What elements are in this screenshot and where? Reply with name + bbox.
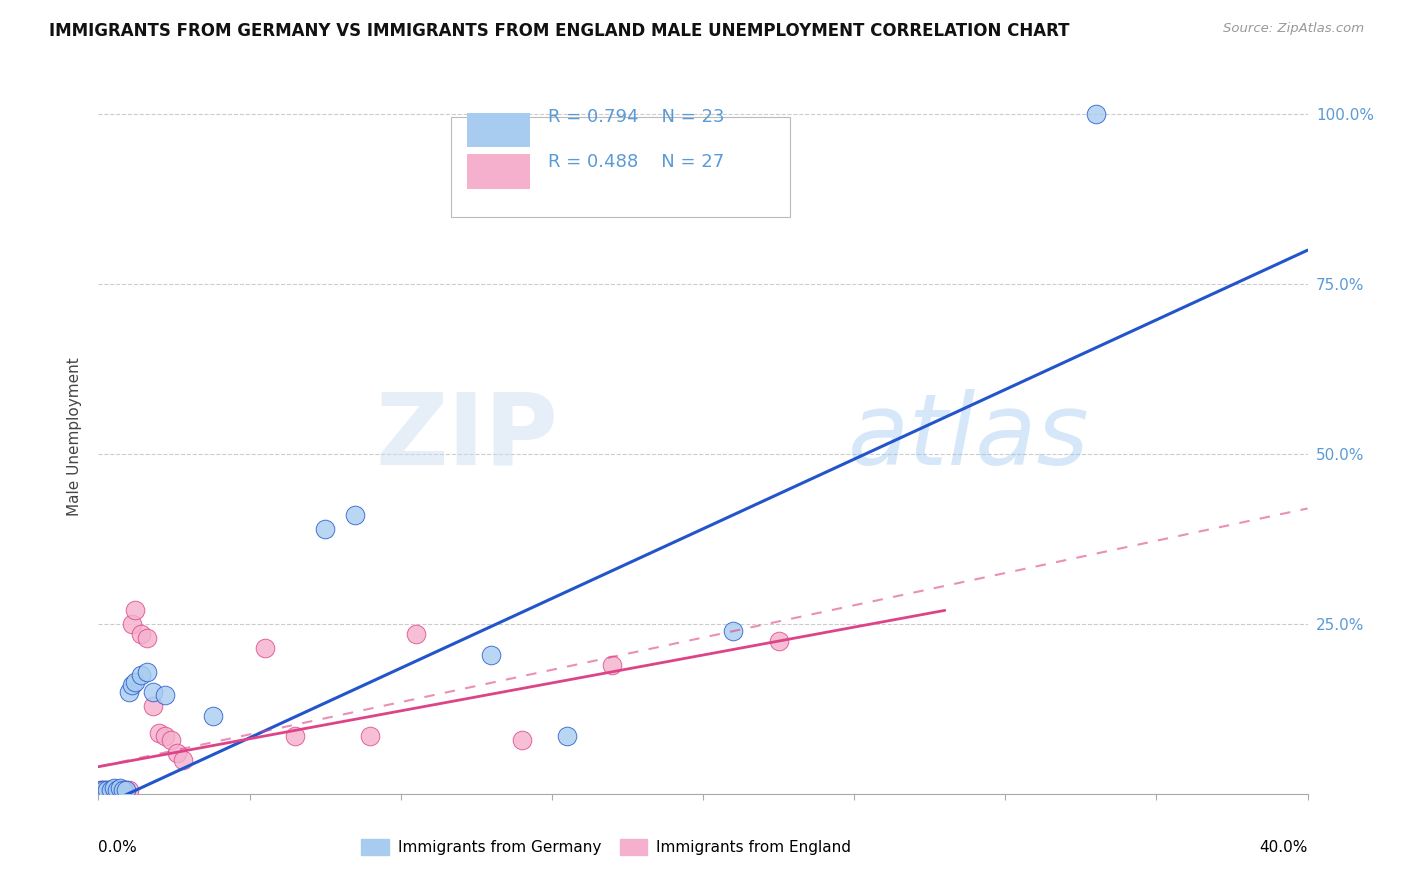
Point (344, 508, 367, 523)
Point (118, 685, 141, 699)
Text: 40.0%: 40.0% (1260, 840, 1308, 855)
Point (111, 783, 134, 797)
Point (108, 783, 131, 797)
Text: Source: ZipAtlas.com: Source: ZipAtlas.com (1223, 22, 1364, 36)
Point (153, 689, 176, 703)
Point (135, 665, 157, 679)
Text: R = 0.488    N = 27: R = 0.488 N = 27 (548, 153, 724, 171)
Point (96, 783, 118, 797)
Point (121, 617, 143, 632)
Point (105, 783, 128, 797)
Point (90, 783, 112, 797)
Point (405, 627, 427, 641)
Point (153, 729, 176, 743)
Point (129, 627, 152, 641)
Point (121, 678, 143, 692)
Point (118, 783, 141, 797)
Point (202, 708, 225, 723)
Text: IMMIGRANTS FROM GERMANY VS IMMIGRANTS FROM ENGLAND MALE UNEMPLOYMENT CORRELATION: IMMIGRANTS FROM GERMANY VS IMMIGRANTS FR… (49, 22, 1070, 40)
Point (96, 783, 118, 797)
Text: ZIP: ZIP (375, 389, 558, 485)
Point (142, 685, 165, 699)
Point (103, 781, 125, 796)
Point (100, 783, 122, 797)
Point (93, 783, 115, 797)
Point (723, 624, 745, 638)
Point (103, 783, 125, 797)
Point (142, 698, 165, 713)
Point (314, 522, 336, 536)
Text: 0.0%: 0.0% (98, 840, 138, 855)
Point (114, 783, 136, 797)
Y-axis label: Male Unemployment: Male Unemployment (67, 358, 83, 516)
Text: atlas: atlas (848, 389, 1090, 485)
Point (1085, 107, 1108, 121)
Point (555, 729, 578, 743)
Point (602, 657, 624, 672)
Point (111, 783, 134, 797)
Point (481, 648, 503, 662)
Point (108, 781, 131, 796)
Point (510, 732, 533, 747)
FancyBboxPatch shape (451, 118, 790, 218)
Point (100, 783, 122, 797)
Point (129, 668, 152, 682)
Point (360, 729, 382, 743)
Point (135, 631, 157, 645)
Point (166, 746, 188, 760)
Point (148, 725, 170, 739)
Point (124, 603, 146, 617)
Point (90, 783, 112, 797)
Point (124, 674, 146, 689)
Point (284, 729, 307, 743)
FancyBboxPatch shape (467, 154, 530, 189)
Point (114, 783, 136, 797)
Point (105, 783, 128, 797)
Point (172, 753, 194, 767)
Point (160, 732, 183, 747)
FancyBboxPatch shape (467, 113, 530, 147)
Text: R = 0.794    N = 23: R = 0.794 N = 23 (548, 108, 724, 126)
Point (253, 640, 276, 655)
Legend: Immigrants from Germany, Immigrants from England: Immigrants from Germany, Immigrants from… (356, 833, 858, 861)
Point (93, 783, 115, 797)
Point (768, 634, 790, 648)
